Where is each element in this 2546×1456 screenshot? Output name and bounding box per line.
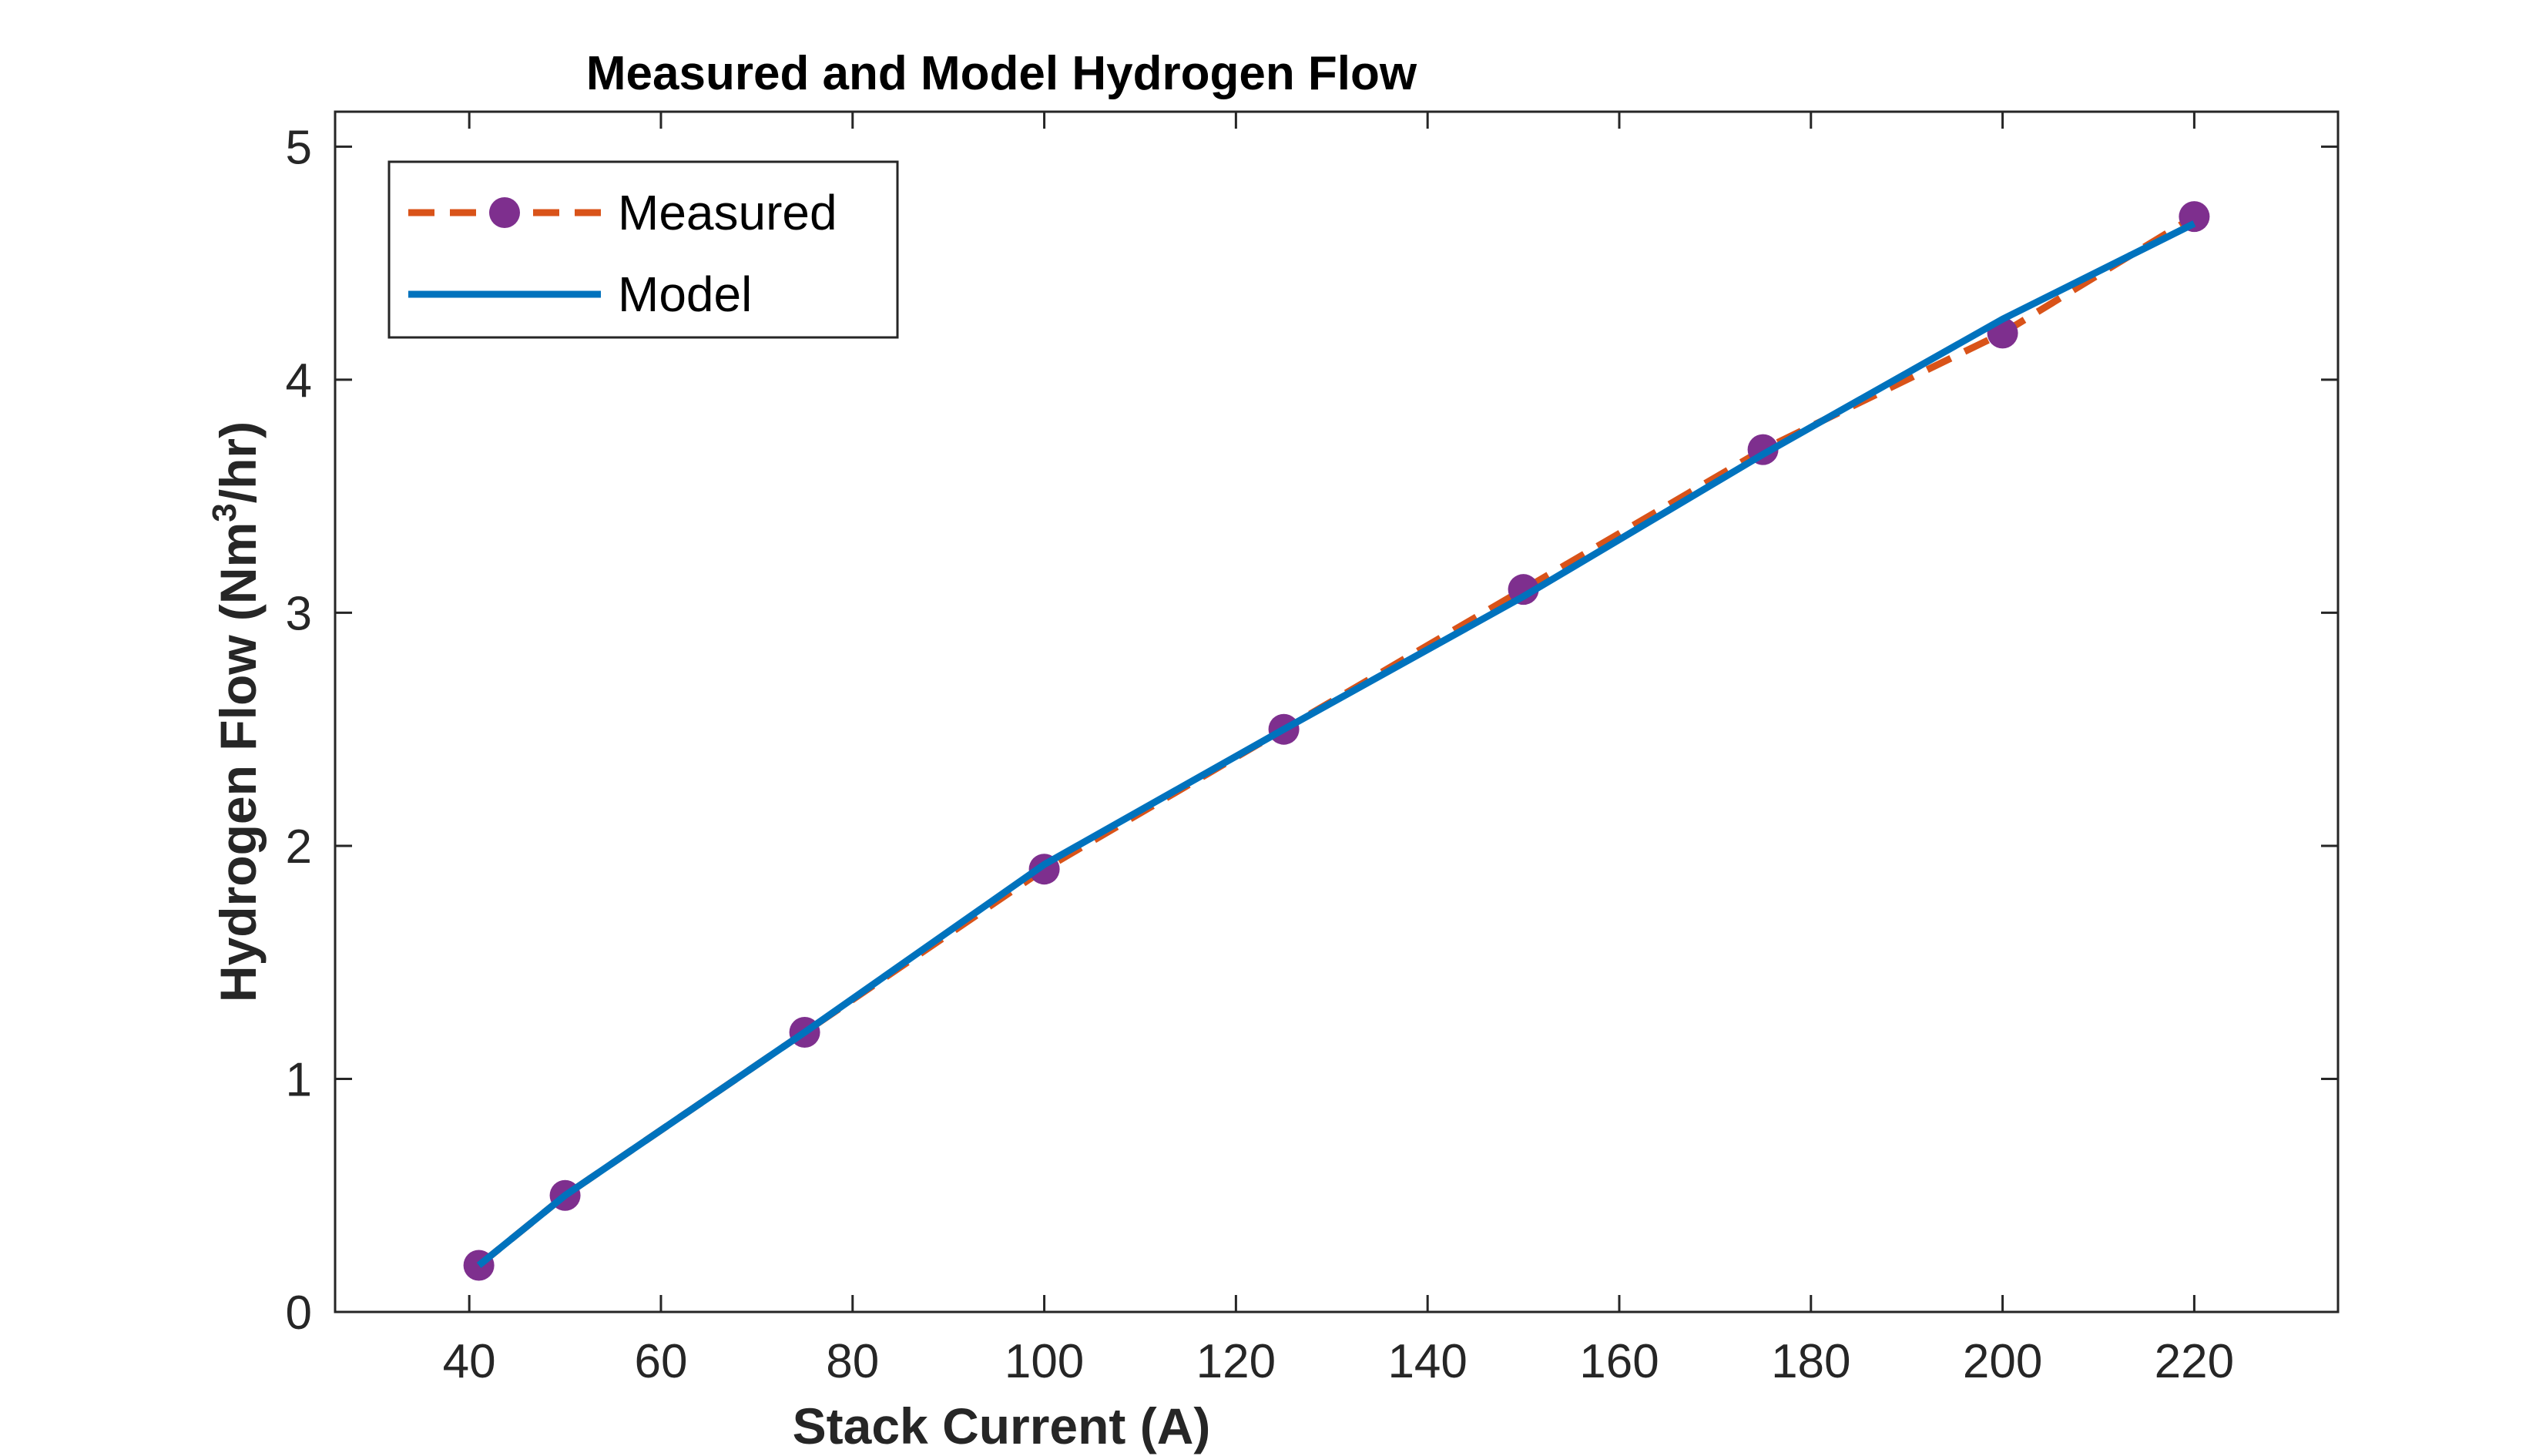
legend-label-model: Model xyxy=(618,267,752,322)
y-tick-label: 5 xyxy=(286,121,312,174)
x-tick-label: 60 xyxy=(634,1335,687,1388)
legend: Measured Model xyxy=(387,160,899,339)
chart-title: Measured and Model Hydrogen Flow xyxy=(586,47,1417,100)
y-tick-label: 1 xyxy=(286,1053,312,1106)
legend-measured-marker xyxy=(489,197,520,228)
y-tick-label: 2 xyxy=(286,820,312,874)
legend-label-measured: Measured xyxy=(618,185,837,240)
series-model-line xyxy=(476,220,2196,1268)
y-tick-label: 4 xyxy=(286,354,312,408)
y-axis-label: Hydrogen Flow (Nm3/hr) xyxy=(206,421,267,1002)
axis-ticks: 40 60 80 100 120 140 160 180 200 220 0 1 2 3 4 5 xyxy=(286,112,2338,1388)
x-tick-label: 100 xyxy=(1005,1335,1084,1388)
x-axis-label: Stack Current (A) xyxy=(793,1397,1211,1454)
y-tick-label: 3 xyxy=(286,587,312,640)
x-tick-label: 140 xyxy=(1387,1335,1467,1388)
y-axis-label-tail: /hr) xyxy=(210,421,267,503)
legend-box xyxy=(387,160,899,339)
x-tick-label: 40 xyxy=(443,1335,496,1388)
x-tick-label: 180 xyxy=(1771,1335,1850,1388)
y-axis-label-superscript: 3 xyxy=(206,503,243,522)
x-tick-label: 200 xyxy=(1963,1335,2042,1388)
plot-frame xyxy=(334,110,2340,1313)
y-tick-label: 0 xyxy=(286,1287,312,1340)
y-axis-label-main: Hydrogen Flow (Nm xyxy=(210,522,267,1002)
x-tick-label: 120 xyxy=(1196,1335,1276,1388)
x-tick-label: 220 xyxy=(2155,1335,2234,1388)
series-layer xyxy=(463,201,2210,1281)
x-tick-label: 160 xyxy=(1579,1335,1659,1388)
x-tick-label: 80 xyxy=(826,1335,879,1388)
